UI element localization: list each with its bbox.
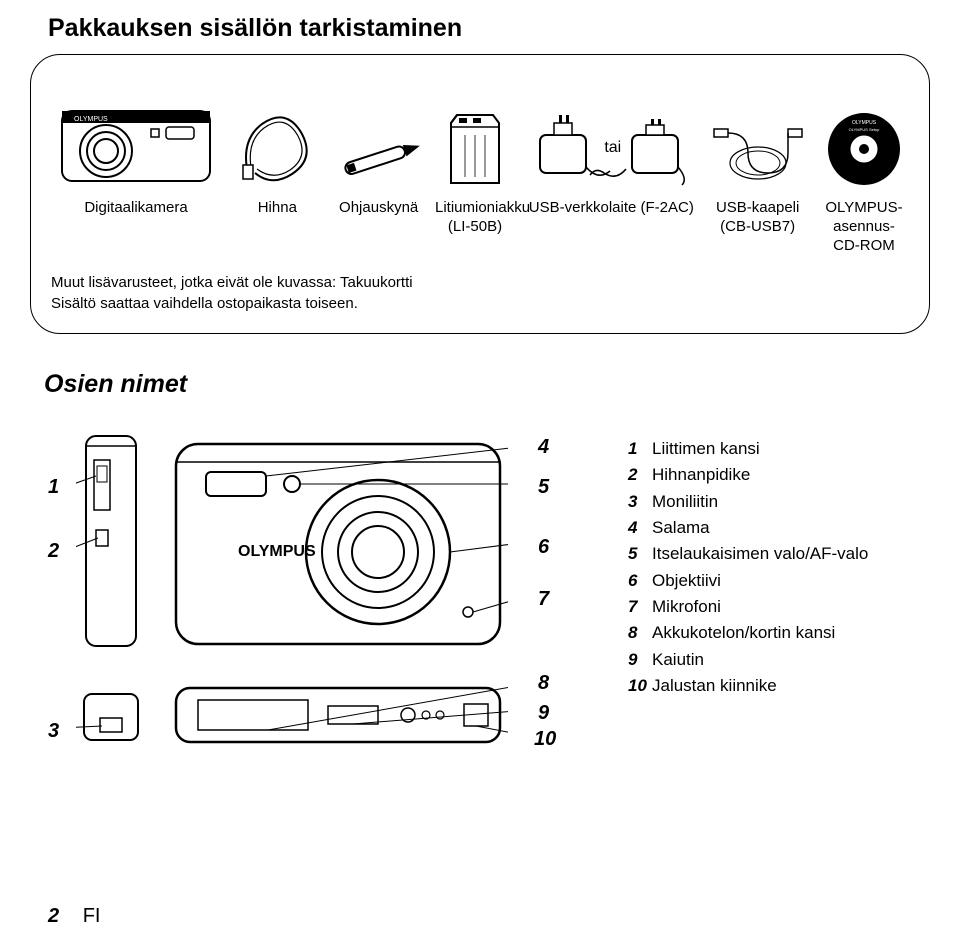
camera-bottomview-icon (168, 680, 508, 750)
section-parts-title: Osien nimet (44, 370, 187, 399)
package-contents-box: OLYMPUS (30, 54, 930, 334)
svg-text:OLYMPUS: OLYMPUS (238, 543, 316, 560)
part-2: 2Hihnanpidike (628, 462, 868, 488)
callout-1: 1 (48, 476, 59, 499)
item-strap (232, 109, 322, 189)
callout-6: 6 (538, 536, 549, 559)
camera-frontview-icon: OLYMPUS (168, 436, 508, 656)
item-cdrom: OLYMPUS OLYMPUS Setup (819, 109, 909, 189)
label-usb: USB-kaapeli (CB-USB7) (708, 199, 808, 255)
camera-diagram: 1 2 3 OLYMPUS (48, 420, 608, 770)
label-battery: Litiumioniakku (LI-50B) (435, 199, 515, 255)
item-acadapter: tai (526, 109, 696, 189)
svg-text:OLYMPUS Setup: OLYMPUS Setup (849, 127, 881, 132)
cdrom-icon: OLYMPUS OLYMPUS Setup (824, 109, 904, 189)
footnote: Muut lisävarusteet, jotka eivät ole kuva… (51, 273, 909, 314)
callout-3: 3 (48, 720, 59, 743)
battery-icon (445, 109, 505, 189)
item-camera: OLYMPUS (51, 99, 221, 189)
svg-text:OLYMPUS: OLYMPUS (74, 116, 108, 123)
part-6: 6Objektiivi (628, 568, 868, 594)
label-stylus: Ohjauskynä (334, 199, 424, 255)
or-label: tai (604, 139, 621, 157)
part-8: 8Akkukotelon/kortin kansi (628, 620, 868, 646)
part-9: 9Kaiutin (628, 647, 868, 673)
part-1: 1Liittimen kansi (628, 436, 868, 462)
label-strap: Hihna (232, 199, 322, 255)
part-7: 7Mikrofoni (628, 594, 868, 620)
footnote-line1: Muut lisävarusteet, jotka eivät ole kuva… (51, 273, 909, 293)
page-number: 2 (48, 905, 59, 927)
callout-7: 7 (538, 588, 549, 611)
part-3: 3Moniliitin (628, 489, 868, 515)
items-row: OLYMPUS (51, 69, 909, 189)
footnote-line2: Sisältö saattaa vaihdella ostopaikasta t… (51, 294, 909, 314)
label-camera: Digitaalikamera (51, 199, 221, 255)
label-ac: USB-verkkolaite (F-2AC) (526, 199, 696, 255)
page-lang: FI (83, 905, 101, 927)
usbcable-icon (708, 119, 808, 189)
callout-5: 5 (538, 476, 549, 499)
label-cd: OLYMPUS- asennus- CD-ROM (819, 199, 909, 255)
page-title: Pakkauksen sisällön tarkistaminen (48, 14, 462, 43)
camera-sideview-icon (76, 430, 146, 660)
labels-row: Digitaalikamera Hihna Ohjauskynä Litiumi… (51, 199, 909, 255)
callout-2: 2 (48, 540, 59, 563)
strap-icon (237, 109, 317, 189)
item-stylus (334, 129, 424, 189)
page-footer: 2 FI (48, 905, 100, 928)
callout-4: 4 (538, 436, 549, 459)
callout-8: 8 (538, 672, 549, 695)
part-4: 4Salama (628, 515, 868, 541)
parts-list: 1Liittimen kansi 2Hihnanpidike 3Moniliit… (628, 436, 868, 699)
callout-9: 9 (538, 702, 549, 725)
svg-text:OLYMPUS: OLYMPUS (852, 120, 877, 126)
stylus-icon (334, 129, 424, 189)
part-10: 10Jalustan kiinnike (628, 673, 868, 699)
item-usbcable (708, 119, 808, 189)
item-battery (435, 109, 515, 189)
part-5: 5Itselaukaisimen valo/AF-valo (628, 541, 868, 567)
callout-10: 10 (534, 728, 556, 751)
camera-bottom-small-icon (76, 688, 146, 748)
camera-icon: OLYMPUS (56, 99, 216, 189)
